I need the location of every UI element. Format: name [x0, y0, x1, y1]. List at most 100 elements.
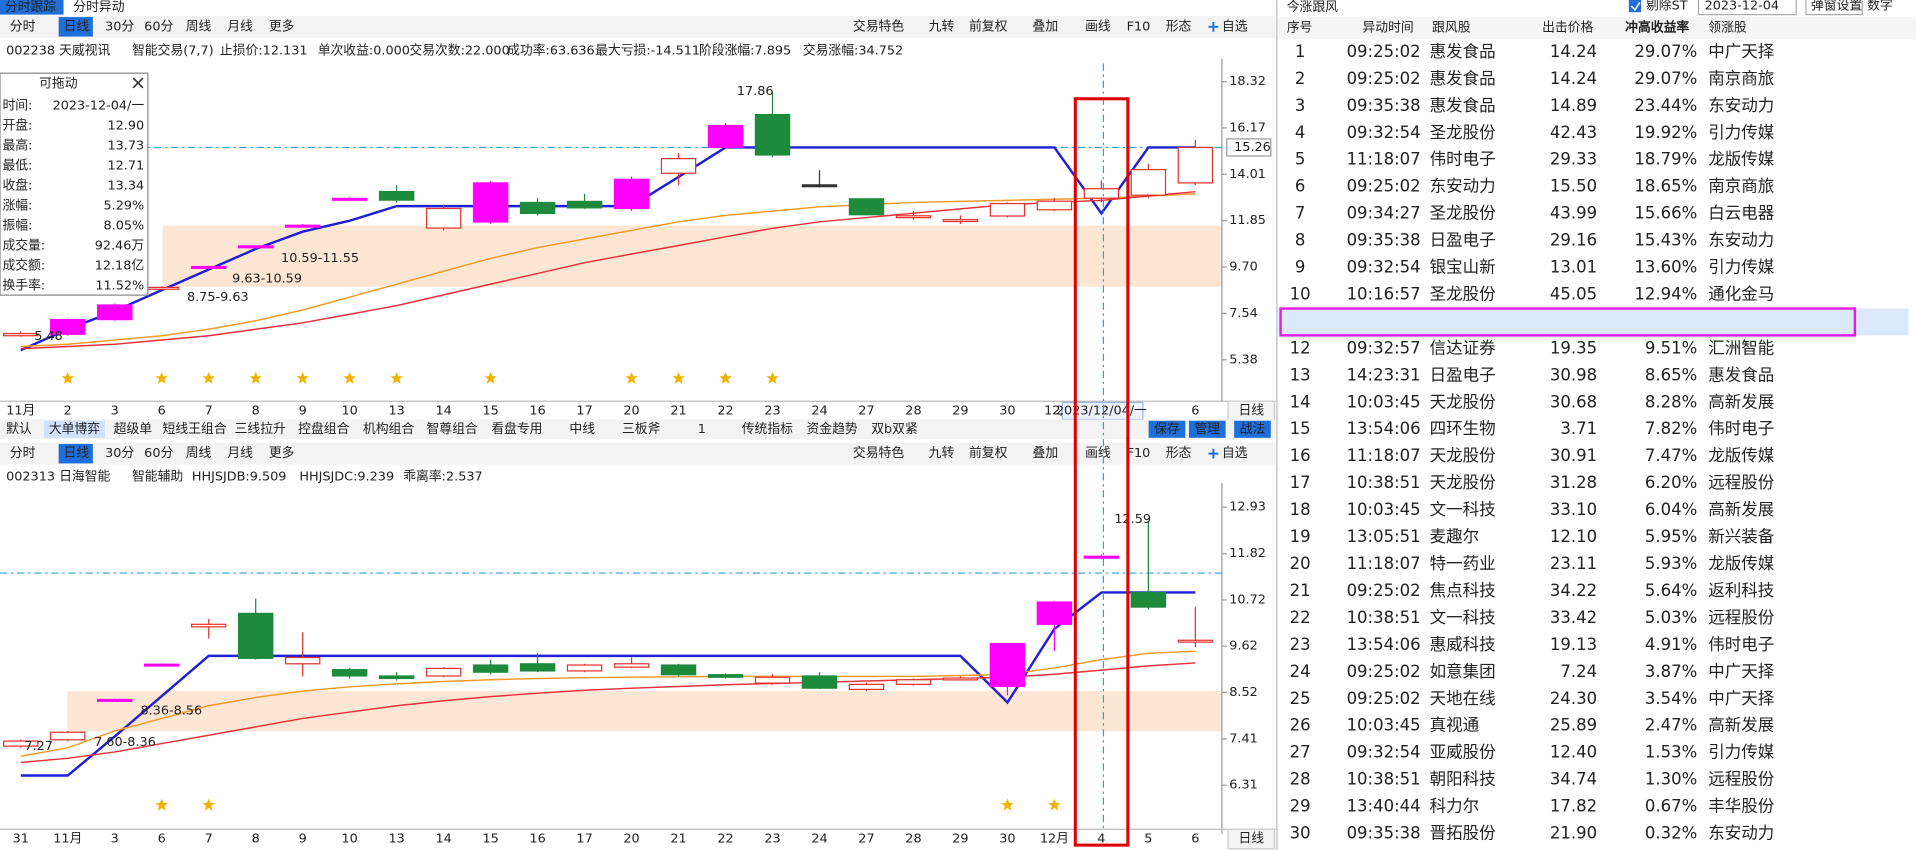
- table-cell[interactable]: 3.54%: [1645, 689, 1697, 708]
- strategy-tab[interactable]: 传统指标: [742, 422, 793, 437]
- table-cell[interactable]: 13:54:06: [1347, 635, 1421, 654]
- table-cell[interactable]: 28: [1290, 770, 1311, 789]
- table-cell[interactable]: 高新发展: [1708, 716, 1774, 735]
- table-cell[interactable]: 10:03:45: [1347, 500, 1421, 519]
- strategy-tab[interactable]: 1: [698, 422, 706, 437]
- table-cell[interactable]: 34.22: [1550, 581, 1597, 600]
- table-cell[interactable]: 12.94%: [1634, 285, 1697, 304]
- table-cell[interactable]: 6.20%: [1645, 473, 1697, 492]
- toolbar-button[interactable]: 分时: [10, 446, 36, 461]
- table-cell[interactable]: 11:18:07: [1347, 150, 1421, 169]
- table-cell[interactable]: 日盈电子: [1430, 365, 1496, 384]
- toolbar-button[interactable]: 周线: [186, 446, 212, 461]
- table-cell[interactable]: 7.82%: [1645, 419, 1697, 438]
- table-cell[interactable]: 21: [1290, 581, 1311, 600]
- table-cell[interactable]: 东安动力: [1430, 177, 1496, 196]
- table-cell[interactable]: 惠威科技: [1430, 635, 1496, 654]
- toolbar-button[interactable]: 分时: [10, 19, 36, 34]
- table-cell[interactable]: 科力尔: [1430, 797, 1479, 816]
- strategy-action[interactable]: 管理: [1194, 422, 1220, 437]
- table-cell[interactable]: 43.99: [1550, 204, 1597, 223]
- strategy-tab[interactable]: 看盘专用: [491, 421, 542, 437]
- strategy-tab[interactable]: 超级单: [114, 422, 153, 437]
- table-cell[interactable]: 10:38:51: [1347, 473, 1421, 492]
- toolbar-button[interactable]: 交易特色: [853, 18, 904, 34]
- toolbar-button[interactable]: 自选: [1222, 19, 1248, 34]
- table-cell[interactable]: 南京商旅: [1708, 69, 1774, 88]
- table-cell[interactable]: 09:32:54: [1347, 743, 1421, 762]
- table-cell[interactable]: 19: [1290, 527, 1311, 546]
- table-cell[interactable]: 日盈电子: [1430, 231, 1496, 250]
- table-cell[interactable]: 10: [1290, 285, 1311, 304]
- table-cell[interactable]: 伟时电子: [1430, 150, 1496, 169]
- table-cell[interactable]: 高新发展: [1708, 500, 1774, 519]
- table-cell[interactable]: 亚威股份: [1430, 743, 1496, 762]
- table-cell[interactable]: 30.68: [1550, 392, 1597, 411]
- table-cell[interactable]: 远程股份: [1708, 608, 1774, 627]
- table-cell[interactable]: 惠发食品: [1430, 42, 1496, 61]
- toolbar-button[interactable]: 30分: [105, 446, 134, 461]
- table-cell[interactable]: 09:34:27: [1347, 204, 1421, 223]
- toolbar-button[interactable]: 叠加: [1033, 446, 1059, 461]
- strategy-tab[interactable]: 三线拉升: [235, 422, 286, 437]
- table-cell[interactable]: 09:25:02: [1347, 689, 1421, 708]
- tab[interactable]: 分时跟踪: [5, 0, 56, 15]
- table-cell[interactable]: 15.50: [1550, 177, 1597, 196]
- strategy-tab[interactable]: 双b双紧: [871, 422, 918, 437]
- table-cell[interactable]: 23.11: [1550, 554, 1597, 573]
- table-cell[interactable]: 通化金马: [1708, 285, 1774, 304]
- toolbar-button[interactable]: 画线: [1085, 446, 1111, 461]
- toolbar-button[interactable]: 形态: [1166, 446, 1192, 461]
- table-cell[interactable]: 焦点科技: [1430, 581, 1496, 600]
- table-cell[interactable]: 四环生物: [1430, 419, 1496, 438]
- table-cell[interactable]: 圣龙股份: [1430, 123, 1496, 142]
- table-cell[interactable]: 30.91: [1550, 446, 1597, 465]
- toolbar-button[interactable]: 更多: [269, 19, 295, 34]
- table-cell[interactable]: 1: [1295, 42, 1305, 61]
- table-cell[interactable]: 25.89: [1550, 716, 1597, 735]
- table-cell[interactable]: 惠发食品: [1430, 96, 1496, 115]
- table-cell[interactable]: 16: [1290, 446, 1311, 465]
- table-cell[interactable]: 5.93%: [1645, 554, 1697, 573]
- period-label[interactable]: 日线: [1238, 403, 1264, 418]
- table-cell[interactable]: 12.40: [1550, 743, 1597, 762]
- table-cell[interactable]: 15.66%: [1634, 204, 1697, 223]
- table-cell[interactable]: 中广天择: [1708, 662, 1774, 681]
- table-cell[interactable]: 银宝山新: [1430, 258, 1496, 277]
- table-cell[interactable]: 9.51%: [1645, 338, 1697, 357]
- table-cell[interactable]: 13: [1290, 365, 1311, 384]
- strategy-tab[interactable]: 默认: [6, 421, 32, 437]
- toolbar-button[interactable]: 叠加: [1033, 19, 1059, 34]
- strategy-tab[interactable]: 机构组合: [363, 422, 414, 437]
- toolbar-button[interactable]: 周线: [186, 19, 212, 34]
- table-cell[interactable]: 29.07%: [1634, 69, 1697, 88]
- table-cell[interactable]: 圣龙股份: [1430, 204, 1496, 223]
- table-cell[interactable]: 24: [1290, 662, 1311, 681]
- table-cell[interactable]: 09:25:02: [1347, 662, 1421, 681]
- table-cell[interactable]: 龙版传媒: [1708, 554, 1774, 573]
- filter-label[interactable]: 剔除ST: [1646, 0, 1688, 14]
- table-cell[interactable]: 东安动力: [1708, 231, 1774, 250]
- table-cell[interactable]: 汇洲智能: [1708, 338, 1774, 357]
- table-cell[interactable]: 09:32:54: [1347, 123, 1421, 142]
- table-cell[interactable]: 09:25:02: [1347, 42, 1421, 61]
- table-cell[interactable]: 25: [1290, 689, 1311, 708]
- table-cell[interactable]: 天龙股份: [1430, 392, 1496, 411]
- strategy-tab[interactable]: 大单博弈: [49, 421, 100, 437]
- toolbar-button[interactable]: 前复权: [969, 445, 1008, 461]
- table-cell[interactable]: 10:38:51: [1347, 608, 1421, 627]
- table-cell[interactable]: 24.30: [1550, 689, 1597, 708]
- table-cell[interactable]: 14: [1290, 392, 1311, 411]
- table-cell[interactable]: 29: [1290, 797, 1311, 816]
- table-cell[interactable]: 0.67%: [1645, 797, 1697, 816]
- table-cell[interactable]: 惠发食品: [1708, 365, 1774, 384]
- table-cell[interactable]: 15.43%: [1634, 231, 1697, 250]
- table-cell[interactable]: 引力传媒: [1708, 123, 1774, 142]
- table-cell[interactable]: 如意集团: [1430, 662, 1496, 681]
- table-cell[interactable]: 5.03%: [1645, 608, 1697, 627]
- table-cell[interactable]: 文一科技: [1430, 608, 1496, 627]
- table-cell[interactable]: 信达证券: [1430, 338, 1496, 357]
- table-cell[interactable]: 09:25:02: [1347, 177, 1421, 196]
- table-cell[interactable]: 10:38:51: [1347, 770, 1421, 789]
- column-header[interactable]: 领涨股: [1708, 21, 1747, 36]
